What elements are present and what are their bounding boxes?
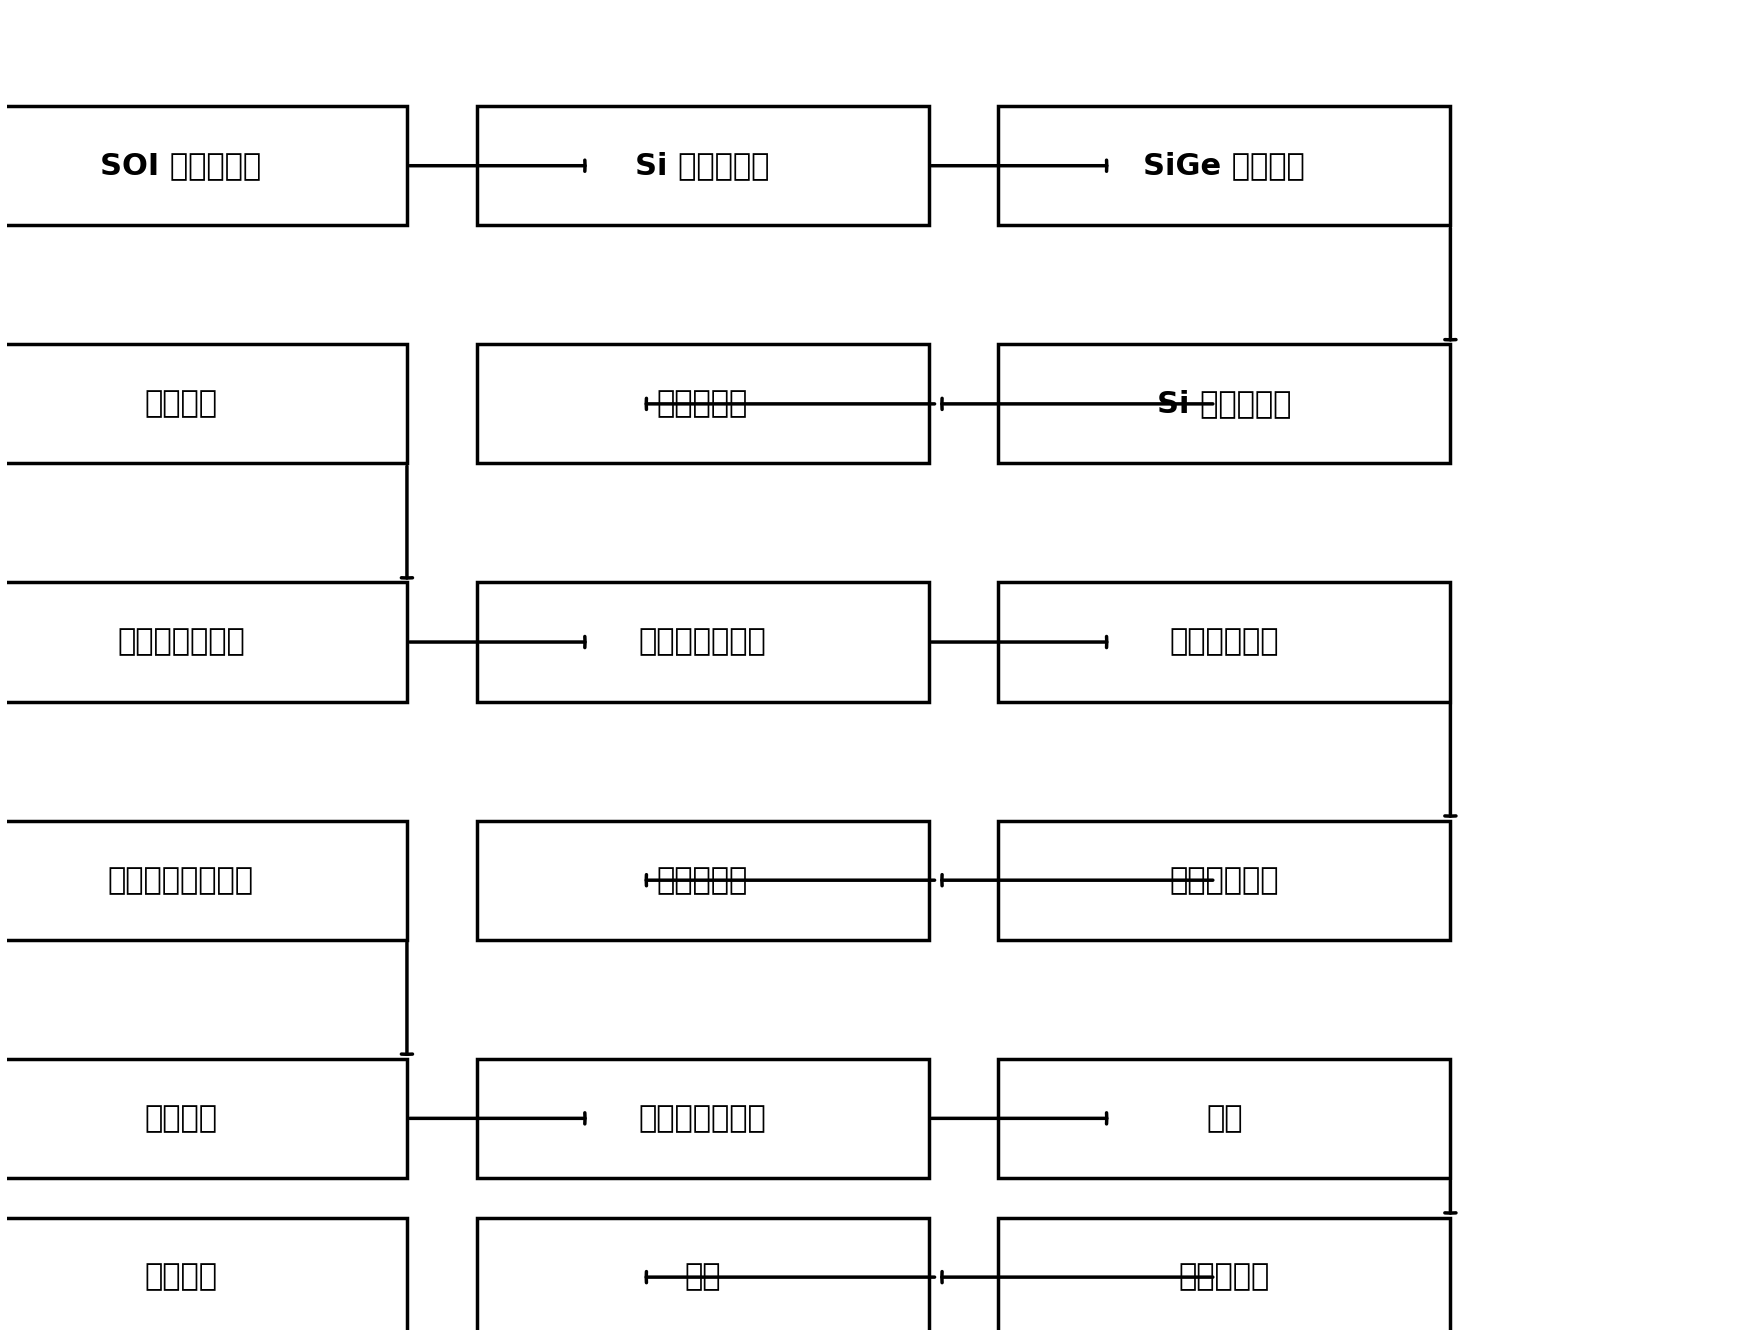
FancyBboxPatch shape [0, 1059, 407, 1178]
Text: SOI 衬底片选取: SOI 衬底片选取 [100, 151, 261, 180]
FancyBboxPatch shape [477, 106, 929, 225]
FancyBboxPatch shape [997, 106, 1450, 225]
FancyBboxPatch shape [477, 1218, 929, 1337]
Text: 光刻隔离区: 光刻隔离区 [657, 389, 749, 418]
Text: 基极重掺杂注入: 基极重掺杂注入 [638, 1104, 766, 1132]
Text: 光刻基区隔离: 光刻基区隔离 [1169, 627, 1280, 656]
FancyBboxPatch shape [477, 345, 929, 464]
Text: 隔离制备: 隔离制备 [144, 389, 217, 418]
FancyBboxPatch shape [477, 821, 929, 940]
Text: Si 发射区制备: Si 发射区制备 [1157, 389, 1292, 418]
FancyBboxPatch shape [997, 1218, 1450, 1337]
Text: 退火: 退火 [1206, 1104, 1243, 1132]
Text: 光刻集电极: 光刻集电极 [657, 865, 749, 894]
Text: Si 集电区外延: Si 集电区外延 [635, 151, 770, 180]
Text: 合金: 合金 [684, 1262, 720, 1292]
Text: SiGe 基区制备: SiGe 基区制备 [1143, 151, 1306, 180]
FancyBboxPatch shape [0, 345, 407, 464]
Text: 集电区隔离制备: 集电区隔离制备 [638, 627, 766, 656]
FancyBboxPatch shape [0, 106, 407, 225]
Text: 集电极重掺杂注入: 集电极重掺杂注入 [109, 865, 254, 894]
FancyBboxPatch shape [477, 1059, 929, 1178]
FancyBboxPatch shape [477, 583, 929, 702]
Text: 光刻引线孔: 光刻引线孔 [1178, 1262, 1269, 1292]
FancyBboxPatch shape [0, 583, 407, 702]
FancyBboxPatch shape [0, 821, 407, 940]
FancyBboxPatch shape [997, 1059, 1450, 1178]
Text: 光刻基极: 光刻基极 [144, 1104, 217, 1132]
Text: 光刻引线: 光刻引线 [144, 1262, 217, 1292]
FancyBboxPatch shape [997, 345, 1450, 464]
Text: 基区隔离制备: 基区隔离制备 [1169, 865, 1280, 894]
Text: 光刻集电区隔离: 光刻集电区隔离 [117, 627, 245, 656]
FancyBboxPatch shape [997, 821, 1450, 940]
FancyBboxPatch shape [0, 1218, 407, 1337]
FancyBboxPatch shape [997, 583, 1450, 702]
